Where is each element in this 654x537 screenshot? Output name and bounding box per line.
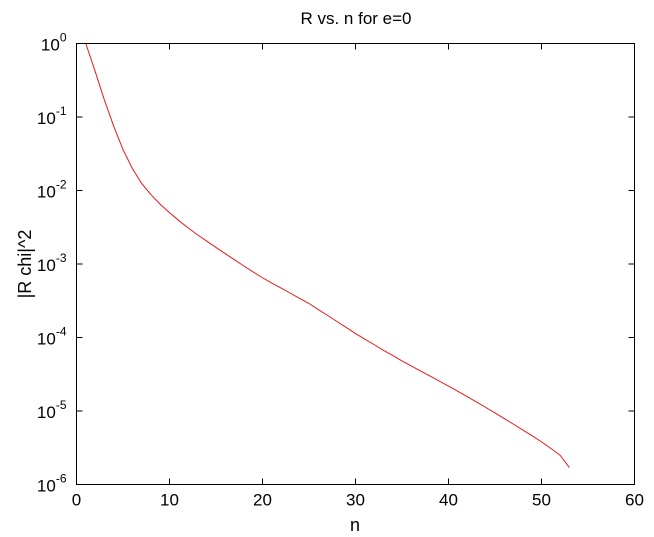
y-tick-label: 10-4 <box>37 325 67 349</box>
plot-frame <box>76 43 635 485</box>
y-tick-label: 10-5 <box>37 398 67 422</box>
chart-title: R vs. n for e=0 <box>300 9 411 28</box>
y-tick-label: 10-6 <box>37 472 67 496</box>
y-axis-label: |R chi|^2 <box>15 230 35 299</box>
y-tick-label: 10-1 <box>37 104 67 128</box>
x-tick-label: 0 <box>72 491 81 510</box>
series-line <box>85 43 570 468</box>
x-tick-label: 10 <box>160 491 179 510</box>
y-axis-ticks: 10-6 10-5 10-4 10-3 10-2 10-1 100 <box>37 31 635 496</box>
y-tick-label: 10-2 <box>37 178 67 202</box>
x-axis-ticks: 0 10 20 30 40 50 60 <box>72 43 644 510</box>
y-tick-label: 10-3 <box>37 251 67 275</box>
series-layer <box>85 43 570 468</box>
x-tick-label: 40 <box>439 491 458 510</box>
x-tick-label: 50 <box>532 491 551 510</box>
x-tick-label: 20 <box>253 491 272 510</box>
x-tick-label: 30 <box>346 491 365 510</box>
x-tick-label: 60 <box>625 491 644 510</box>
x-axis-label: n <box>350 515 360 535</box>
y-tick-label: 100 <box>41 31 67 55</box>
